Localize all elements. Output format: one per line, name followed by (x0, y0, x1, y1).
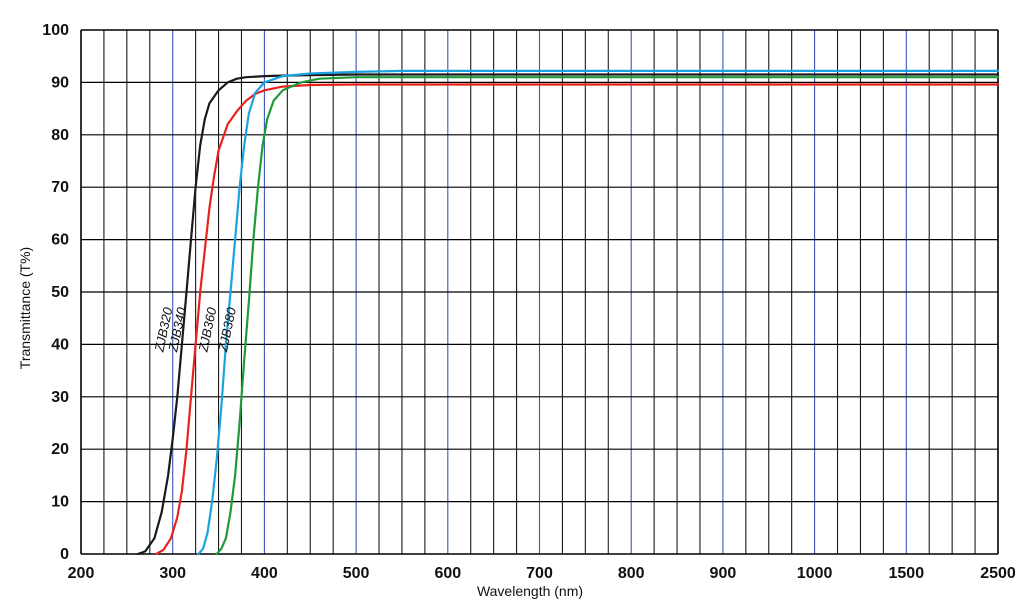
grid (80, 29, 999, 555)
y-axis-ticks: 0 10 20 30 40 50 60 70 80 90 100 (42, 22, 69, 563)
x-axis-title: Wavelength (nm) (477, 583, 583, 599)
x-tick-label: 300 (159, 565, 186, 582)
x-tick-label: 500 (343, 565, 370, 582)
y-tick-label: 40 (51, 336, 69, 353)
x-tick-label: 700 (526, 565, 553, 582)
x-tick-label: 400 (251, 565, 278, 582)
x-axis-ticks: 200 300 400 500 600 700 800 900 1000 1500 2500 (68, 565, 1016, 582)
y-tick-label: 50 (51, 284, 69, 301)
x-tick-label: 200 (68, 565, 95, 582)
x-tick-label: 1000 (797, 565, 833, 582)
series-line-zjb320 (136, 73, 1000, 556)
x-tick-label: 1500 (889, 565, 925, 582)
y-tick-label: 30 (51, 389, 69, 406)
x-tick-label: 800 (618, 565, 645, 582)
y-tick-label: 0 (60, 546, 69, 563)
y-tick-label: 90 (51, 74, 69, 91)
y-tick-label: 100 (42, 22, 69, 39)
series-line-zjb340 (155, 83, 1000, 556)
x-tick-label: 600 (434, 565, 461, 582)
series-line-zjb360 (197, 69, 1000, 556)
y-tick-label: 10 (51, 494, 69, 511)
y-tick-label: 60 (51, 232, 69, 249)
y-tick-label: 80 (51, 127, 69, 144)
y-tick-label: 70 (51, 179, 69, 196)
y-tick-label: 20 (51, 441, 69, 458)
x-tick-label: 2500 (980, 565, 1016, 582)
series-line-zjb380 (215, 76, 1000, 556)
y-axis-title: Transmittance (T%) (17, 247, 33, 369)
curves (136, 69, 1000, 556)
x-tick-label: 900 (710, 565, 737, 582)
